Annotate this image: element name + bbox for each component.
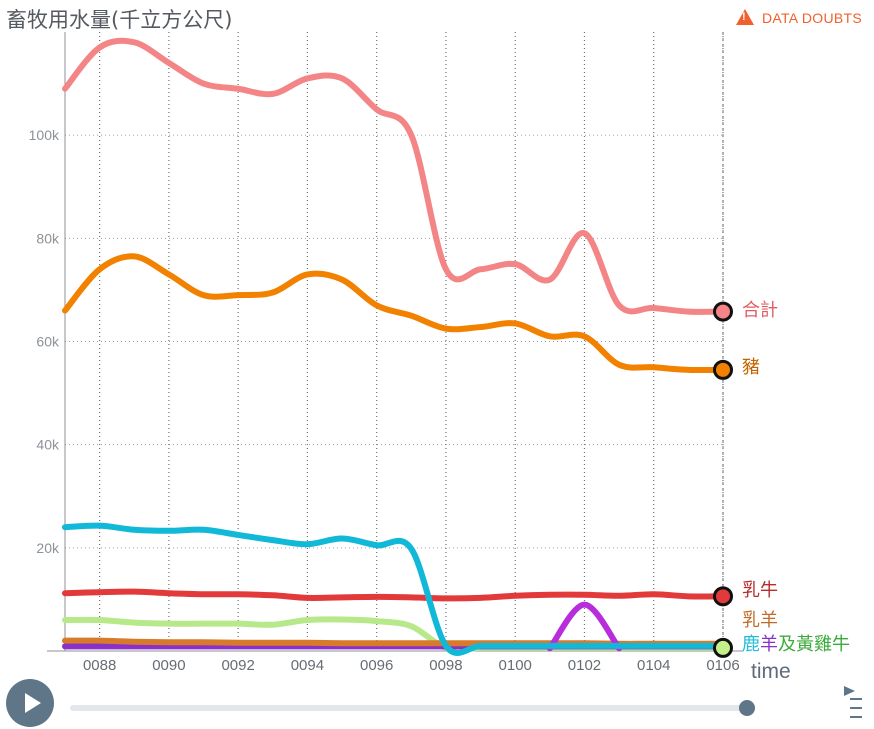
series-line-1: [62, 253, 726, 374]
y-tick-label: 100k: [29, 127, 60, 143]
series-line-2: [62, 522, 726, 656]
series-line-4: [546, 601, 623, 652]
series-line-0: [62, 37, 726, 315]
y-tick-label: 20k: [36, 540, 60, 556]
series-label: 豬: [742, 357, 760, 378]
data-doubts-label: DATA DOUBTS: [761, 10, 862, 26]
series-label: 合計: [742, 300, 778, 321]
series-label: 及黃雞牛: [778, 634, 850, 655]
end-marker: [713, 586, 733, 607]
time-slider-handle[interactable]: [739, 700, 755, 716]
y-tick-label: 60k: [36, 334, 60, 350]
series-label: 羊: [760, 634, 778, 655]
x-tick-label: 0096: [360, 657, 393, 674]
end-marker: [713, 637, 733, 658]
end-marker: [713, 359, 733, 380]
data-doubts-link[interactable]: DATA DOUBTS: [735, 9, 862, 26]
x-tick-label: 0104: [637, 657, 670, 674]
play-button[interactable]: [6, 679, 54, 727]
x-tick-label: 0094: [291, 657, 324, 674]
y-tick-label: 40k: [36, 437, 60, 453]
x-tick-label: 0088: [83, 657, 116, 674]
chart-title: 畜牧用水量(千立方公尺): [6, 8, 233, 32]
series-label-group: 鹿羊及黃雞牛: [742, 634, 850, 655]
end-marker: [713, 301, 733, 322]
warning-icon: [735, 9, 754, 25]
time-slider-track[interactable]: [70, 705, 748, 711]
x-tick-label: 0092: [221, 657, 254, 674]
menu-icon[interactable]: [842, 686, 864, 724]
x-axis-label: time: [751, 660, 791, 683]
series-label: 乳羊: [742, 610, 778, 631]
x-tick-label: 0102: [568, 657, 601, 674]
series-label: 鹿: [742, 634, 760, 655]
x-tick-label: 0100: [499, 657, 532, 674]
x-tick-label: 0098: [429, 657, 462, 674]
series-line-3: [62, 588, 726, 602]
y-tick-label: 80k: [36, 230, 60, 246]
series-label: 乳牛: [742, 580, 778, 601]
x-tick-label: 0106: [706, 657, 739, 674]
x-tick-label: 0090: [152, 657, 185, 674]
